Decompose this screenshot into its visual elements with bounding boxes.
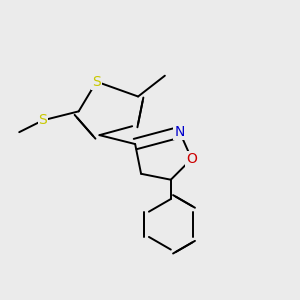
- Text: O: O: [186, 152, 197, 166]
- Text: S: S: [92, 75, 101, 88]
- Text: S: S: [39, 113, 47, 127]
- Text: N: N: [175, 125, 185, 139]
